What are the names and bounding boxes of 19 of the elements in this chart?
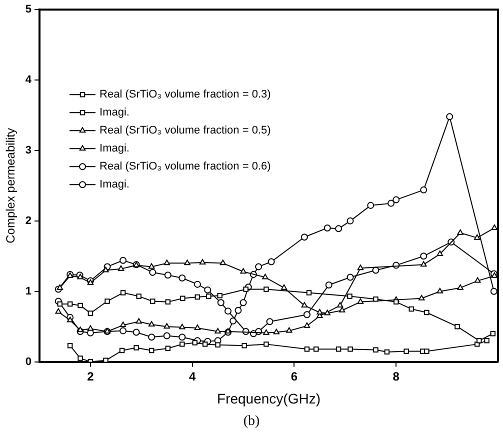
x-tick-label: 8 [392,369,400,384]
y-tick-label: 3 [25,144,32,157]
legend-label: Real (SrTiO₃ volume fraction = 0.3) [100,88,271,101]
x-tick-label: 4 [189,369,196,384]
x-tick-label: 2 [87,369,94,384]
text: (b) [242,413,261,431]
legend-label: Imagi. [100,142,130,155]
legend-label: Imagi. [100,178,130,191]
y-tick-label: 0 [25,356,32,368]
y-tick-label: 2 [25,214,32,227]
legend-label: Imagi. [100,106,130,119]
y-axis-title: Complex permeability [4,128,18,244]
legend-label: Real (SrTiO₃ volume fraction = 0.5) [100,124,271,137]
y-tick-label: 5 [25,4,32,16]
y-tick-label: 1 [25,285,32,298]
legend-label: Real (SrTiO₃ volume fraction = 0.6) [100,160,271,173]
y-tick-label: 4 [25,74,32,86]
x-tick-label: 6 [290,369,298,384]
x-axis-title: Frequency(GHz) [217,390,320,406]
